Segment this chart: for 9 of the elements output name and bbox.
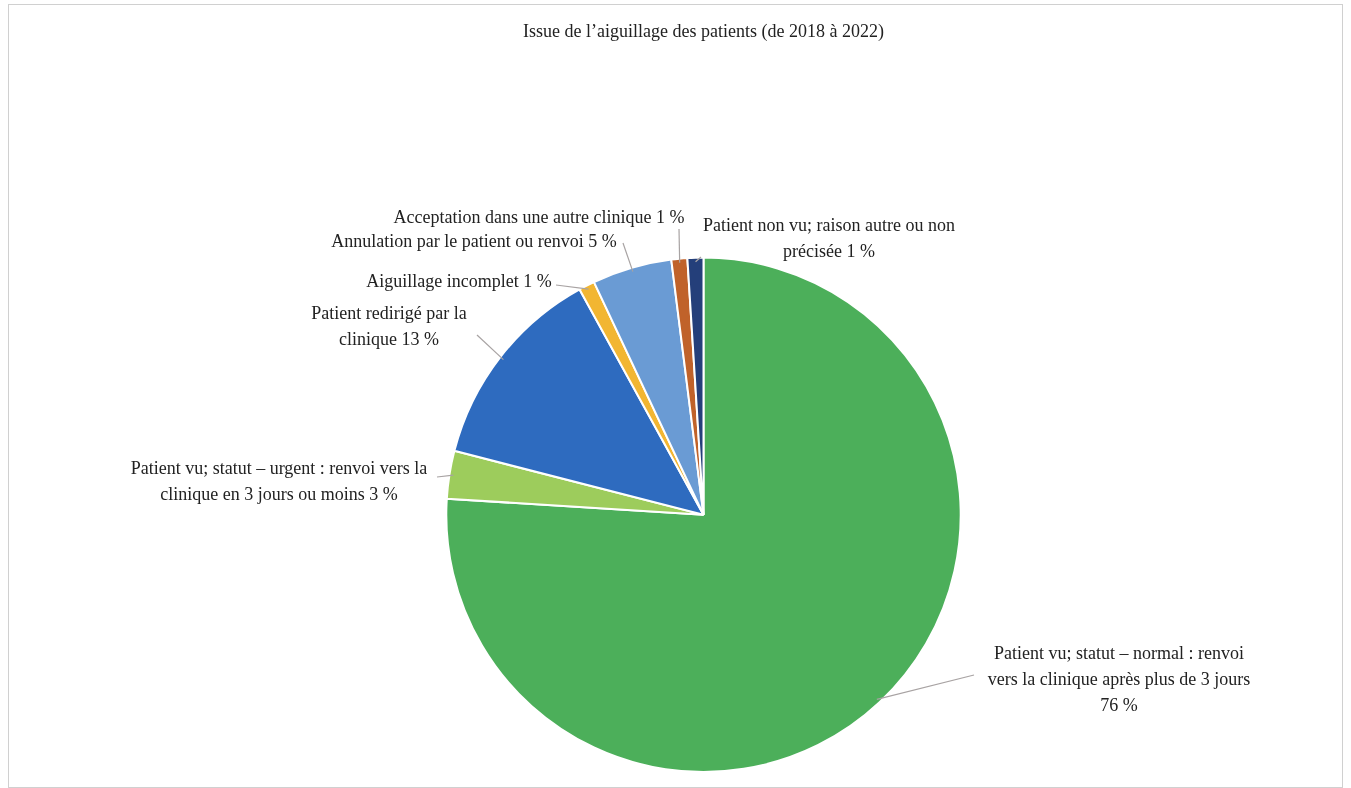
data-label: 76 % bbox=[1100, 694, 1138, 715]
slice-label: Patient redirigé par la clinique 13 % bbox=[311, 302, 467, 349]
slice-label: Acceptation dans une autre clinique 1 % bbox=[393, 206, 685, 227]
slice-label: Aiguillage incomplet 1 % bbox=[366, 270, 552, 291]
slice-label: Patient non vu; raison autre ou non précisée 1 % bbox=[703, 214, 955, 261]
slice-label: Patient vu; statut – normal : renvoi vers la clinique après plus de 3 jours bbox=[987, 642, 1251, 689]
chart-title: Issue de l’aiguillage des patients (de 2018 à 2022) bbox=[523, 20, 884, 42]
slice-label: Patient vu; statut – urgent : renvoi vers la clinique en 3 jours ou moins 3 % bbox=[130, 457, 428, 504]
slice-label: Annulation par le patient ou renvoi 5 % bbox=[331, 230, 617, 251]
